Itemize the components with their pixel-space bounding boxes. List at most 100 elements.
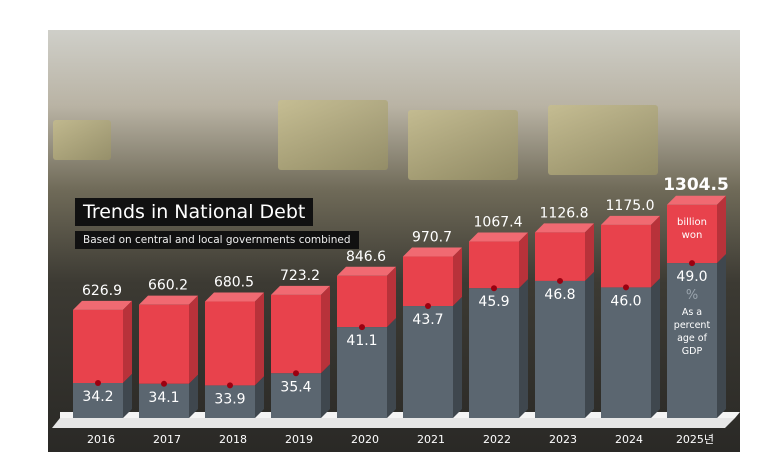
value-label: 680.5 [214, 275, 254, 291]
category-label: 2019 [285, 433, 313, 446]
pct-label: 45.9 [478, 294, 509, 310]
debt-bar [271, 294, 321, 374]
pct-marker [557, 277, 563, 284]
debt-bar-side [453, 247, 462, 307]
debt-bar [601, 224, 651, 288]
pct-label: 41.1 [346, 333, 377, 349]
gdp-pct-bar-side [255, 376, 264, 418]
platform [52, 418, 735, 428]
debt-bar [139, 304, 189, 384]
debt-bar [667, 204, 717, 264]
gdp-pct-bar-side [717, 254, 726, 418]
debt-bar-top [535, 223, 594, 233]
legend-unit-pct: % [686, 288, 698, 303]
pct-marker [491, 285, 497, 292]
category-label: 2022 [483, 433, 511, 446]
category-label: 2017 [153, 433, 181, 446]
legend-pct-desc: As a [682, 307, 702, 318]
category-label: 2020 [351, 433, 379, 446]
pct-label: 35.4 [280, 379, 311, 395]
legend-pct-desc: percent [674, 320, 711, 331]
gdp-pct-bar-side [453, 297, 462, 418]
debt-bar-top [337, 266, 396, 276]
banknote-decoration [408, 110, 518, 180]
debt-bar-top [271, 285, 330, 295]
pct-marker [359, 324, 365, 331]
pct-label: 46.8 [544, 287, 575, 303]
debt-bar-side [651, 215, 660, 288]
debt-bar [469, 241, 519, 289]
chart-subtitle: Based on central and local governments c… [75, 231, 359, 249]
pct-marker [95, 380, 101, 386]
legend-pct-desc: age of [677, 333, 708, 344]
debt-bar-top [73, 300, 132, 310]
pct-label: 33.9 [214, 391, 245, 407]
gdp-pct-bar-side [651, 278, 660, 418]
pct-marker [623, 284, 629, 291]
debt-bar-top [667, 195, 726, 205]
debt-bar [403, 256, 453, 307]
pct-marker [425, 303, 431, 310]
pct-label: 43.7 [412, 312, 443, 328]
debt-bar-side [585, 223, 594, 281]
legend-unit-debt: won [682, 230, 703, 241]
value-label: 723.2 [280, 268, 320, 284]
gdp-pct-bar [73, 383, 123, 418]
gdp-pct-bar [535, 280, 585, 418]
banknote-decoration [548, 105, 658, 175]
debt-bar-side [189, 295, 198, 384]
debt-bar-side [717, 195, 726, 264]
debt-bar-side [123, 300, 132, 383]
chart-title: Trends in National Debt [75, 198, 314, 226]
debt-bar [205, 301, 255, 386]
legend-unit-debt: billion [677, 217, 707, 228]
debt-bar [535, 232, 585, 281]
pct-label: 34.2 [82, 389, 113, 405]
category-label: 2016 [87, 433, 115, 446]
value-label: 1126.8 [540, 205, 589, 221]
gdp-pct-bar [469, 288, 519, 418]
debt-bar [73, 309, 123, 383]
debt-bar-side [387, 266, 396, 328]
gdp-pct-bar [601, 287, 651, 418]
pct-marker [227, 382, 233, 389]
gdp-pct-bar [403, 306, 453, 418]
value-label: 626.9 [82, 283, 122, 299]
gdp-pct-bar-side [189, 374, 198, 418]
gdp-pct-bar [667, 263, 717, 418]
value-label: 1304.5 [663, 175, 729, 195]
pct-marker [293, 370, 299, 377]
value-label: 846.6 [346, 249, 386, 265]
category-label: 2023 [549, 433, 577, 446]
gdp-pct-bar [337, 327, 387, 418]
pct-label: 34.1 [148, 390, 179, 406]
debt-bar-top [205, 292, 264, 302]
gdp-pct-bar-side [123, 374, 132, 418]
category-label: 2024 [615, 433, 643, 446]
banknote-decoration [278, 100, 388, 170]
pct-label: 46.0 [610, 293, 641, 309]
debt-bar-top [469, 232, 528, 242]
debt-bar-side [519, 232, 528, 289]
category-label: 2021 [417, 433, 445, 446]
debt-bar-top [139, 295, 198, 305]
gdp-pct-bar-side [585, 271, 594, 418]
gdp-pct-bar [205, 385, 255, 418]
gdp-pct-bar-side [519, 279, 528, 418]
gdp-pct-bar [271, 373, 321, 418]
debt-bar-side [321, 285, 330, 374]
gdp-pct-bar [139, 383, 189, 418]
value-label: 970.7 [412, 230, 452, 246]
value-label: 660.2 [148, 278, 188, 294]
banknote-decoration [53, 120, 111, 160]
value-label: 1067.4 [474, 215, 523, 231]
category-label: 2018 [219, 433, 247, 446]
debt-bar-top [403, 247, 462, 257]
pct-label: 49.0 [676, 269, 707, 285]
debt-bar-side [255, 292, 264, 386]
legend-pct-desc: GDP [682, 346, 703, 357]
pct-marker [689, 260, 695, 267]
gdp-pct-bar-side [387, 318, 396, 418]
gdp-pct-bar-side [321, 364, 330, 418]
